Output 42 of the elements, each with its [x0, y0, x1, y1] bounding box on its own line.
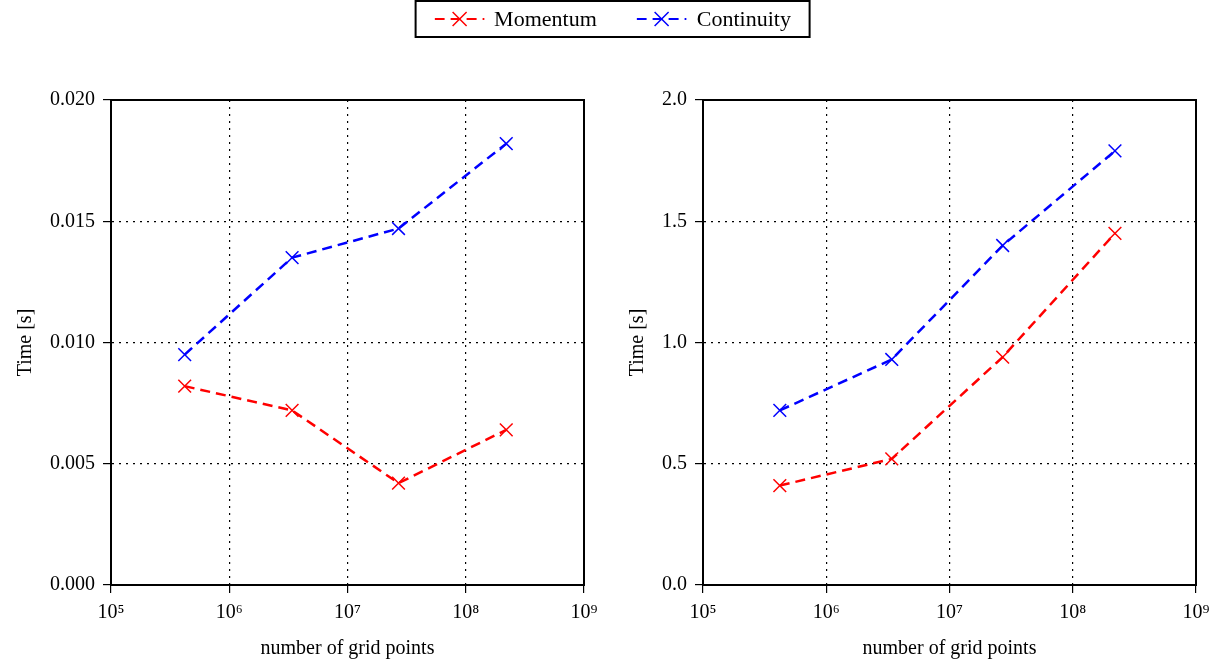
x-tick-label: 10⁸: [1059, 600, 1087, 623]
x-tick-label: 10⁶: [215, 600, 243, 623]
point: [499, 136, 514, 151]
point: [1107, 143, 1123, 159]
y-tick-label: 0.0: [662, 572, 687, 595]
point: [772, 478, 787, 493]
y-tick-label: 1.5: [662, 208, 687, 231]
y-tick-label: 0.5: [662, 451, 687, 473]
point: [884, 451, 899, 467]
x-tick-label: 10⁷: [334, 600, 362, 623]
point: [772, 403, 787, 418]
x-tick-label: 10⁵: [689, 600, 717, 623]
point: [284, 403, 300, 418]
x-axis-title: number of grid points: [862, 636, 1037, 660]
y-axis-title: Time [s]: [625, 308, 648, 377]
legend-label: Momentum: [494, 6, 597, 32]
y-tick-label: 1.0: [662, 329, 687, 352]
point: [995, 238, 1010, 253]
x-tick-label: 10⁸: [452, 600, 480, 623]
x-tick-label: 10⁹: [570, 600, 598, 623]
y-tick-label: 0.015: [50, 208, 95, 231]
y-tick-label: 0.005: [50, 451, 95, 473]
y-tick-label: 0.020: [50, 87, 95, 110]
x-axis-title: number of grid points: [260, 636, 435, 660]
y-tick-label: 0.010: [50, 329, 95, 352]
x-tick-label: 10⁵: [97, 600, 125, 623]
point: [995, 349, 1010, 365]
point: [1107, 226, 1123, 241]
y-axis-title: Time [s]: [13, 308, 36, 377]
point: [177, 379, 192, 394]
point: [177, 347, 192, 362]
point: [499, 422, 514, 437]
y-tick-label: 0.000: [50, 572, 95, 595]
legend-label: Continuity: [696, 6, 791, 32]
x-tick-label: 10⁶: [812, 600, 840, 623]
x-tick-label: 10⁷: [936, 600, 964, 623]
y-tick-label: 2.0: [662, 87, 687, 110]
point: [391, 476, 406, 491]
point: [884, 352, 899, 367]
point: [284, 250, 300, 265]
point: [391, 221, 406, 236]
x-tick-label: 10⁹: [1182, 600, 1210, 623]
